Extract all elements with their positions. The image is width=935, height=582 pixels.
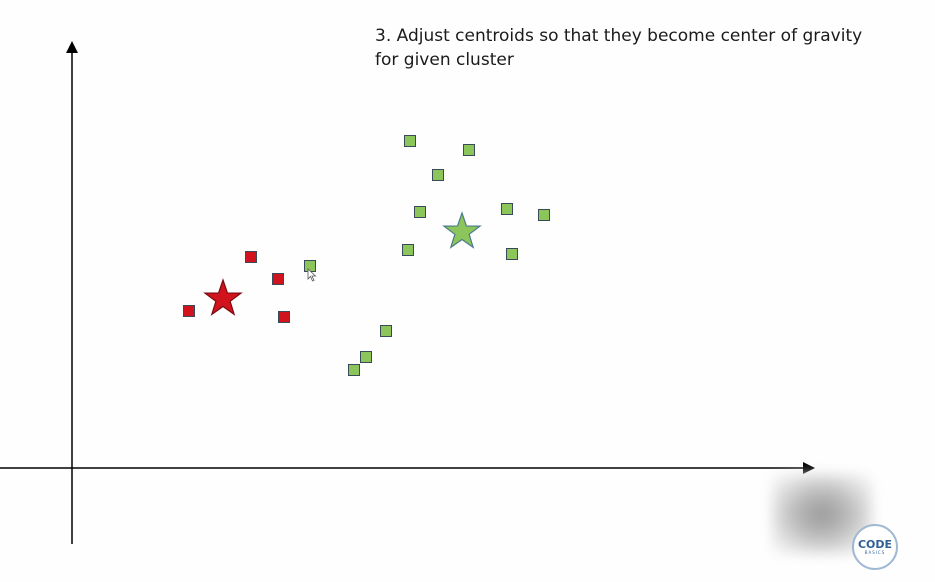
green-point-10 <box>380 325 392 337</box>
title-line-1: 3. Adjust centroids so that they become … <box>375 26 863 46</box>
mouse-pointer-icon <box>307 268 317 282</box>
logo-word: CODE <box>857 537 893 551</box>
slide-title: 3. Adjust centroids so that they become … <box>375 24 915 72</box>
codebasics-logo: CODE BASICS <box>852 524 898 570</box>
red-point-4 <box>278 311 290 323</box>
red-point-1 <box>183 305 195 317</box>
green-point-5 <box>501 203 513 215</box>
red-point-3 <box>272 273 284 285</box>
green-point-7 <box>402 244 414 256</box>
green-point-9 <box>304 260 316 272</box>
green-point-2 <box>463 144 475 156</box>
centroids <box>203 211 482 316</box>
green-point-11 <box>360 351 372 363</box>
data-points <box>183 135 550 376</box>
green-point-3 <box>432 169 444 181</box>
green-point-8 <box>506 248 518 260</box>
logo-subword: BASICS <box>864 549 886 555</box>
red-point-2 <box>245 251 257 263</box>
green-point-4 <box>414 206 426 218</box>
title-line-2: for given cluster <box>375 50 514 70</box>
green-point-1 <box>404 135 416 147</box>
green-centroid-star-icon <box>442 211 482 249</box>
red-centroid-star-icon <box>203 278 243 316</box>
green-point-12 <box>348 364 360 376</box>
green-point-6 <box>538 209 550 221</box>
